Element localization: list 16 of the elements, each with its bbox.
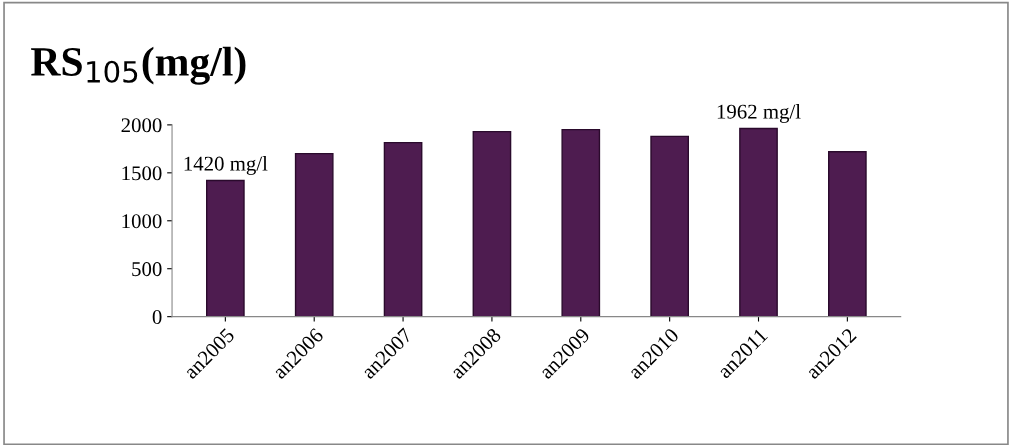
bar <box>383 141 423 317</box>
data-label: 1420 mg/l <box>184 155 268 175</box>
bar <box>205 179 245 317</box>
data-label: 1962 mg/l <box>717 104 801 123</box>
chart-title: RS$_{105}$(mg/l) <box>31 46 246 85</box>
y-tick-label: 0 <box>152 310 162 325</box>
y-tick-label: 2000 <box>121 118 162 133</box>
bar <box>828 151 867 317</box>
y-tick-label: 1500 <box>122 166 162 181</box>
bar <box>650 135 690 317</box>
bar <box>739 127 778 317</box>
bar <box>294 152 334 317</box>
y-tick-label: 500 <box>132 262 162 277</box>
bar <box>561 128 601 317</box>
y-tick-label: 1000 <box>122 214 162 229</box>
bar <box>472 130 512 317</box>
